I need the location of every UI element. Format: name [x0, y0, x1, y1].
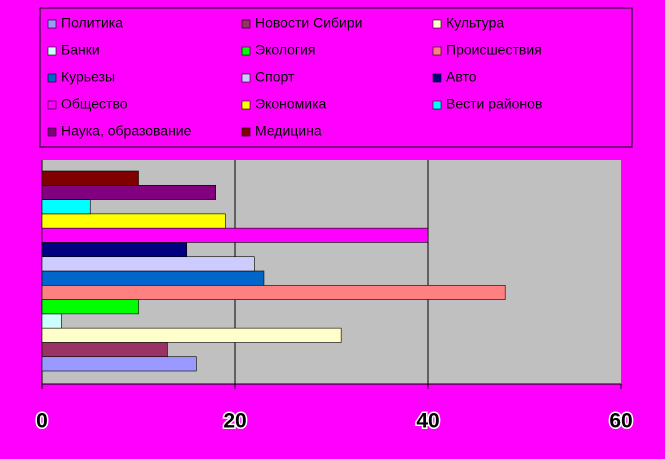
legend-swatch [241, 73, 251, 83]
x-tick-label: 40 [416, 410, 439, 433]
legend-swatch [432, 100, 442, 110]
x-tick-label: 0 [36, 410, 48, 433]
legend-label: Экономика [255, 96, 327, 112]
bar [41, 327, 342, 343]
legend-swatch [432, 19, 442, 29]
legend-label: Экология [255, 42, 315, 58]
legend-box [39, 7, 633, 148]
legend-swatch [47, 46, 57, 56]
legend-swatch [241, 19, 251, 29]
bar [41, 242, 188, 258]
bar [41, 313, 62, 329]
legend-label: Вести районов [446, 96, 542, 112]
legend-swatch [241, 100, 251, 110]
legend-label: Происшествия [446, 42, 542, 58]
bar [41, 284, 506, 300]
x-tick-label: 60 [609, 410, 632, 433]
x-tick-label: 20 [223, 410, 246, 433]
bar [41, 227, 429, 243]
legend-label: Авто [446, 69, 477, 85]
bar [41, 270, 265, 286]
legend-swatch [47, 127, 57, 137]
legend-swatch [47, 19, 57, 29]
legend-swatch [241, 127, 251, 137]
legend-label: Новости Сибири [255, 15, 362, 31]
legend-label: Наука, образование [61, 123, 192, 139]
legend-label: Политика [61, 15, 123, 31]
bar [41, 199, 91, 215]
bar [41, 342, 168, 358]
legend-swatch [432, 46, 442, 56]
legend-swatch [432, 73, 442, 83]
legend-swatch [47, 73, 57, 83]
bar [41, 170, 139, 186]
bar [41, 299, 139, 315]
bar [41, 184, 216, 200]
legend-swatch [241, 46, 251, 56]
legend-label: Спорт [255, 69, 295, 85]
bar [41, 356, 197, 372]
legend-swatch [47, 100, 57, 110]
bar [41, 256, 255, 272]
legend-label: Курьезы [61, 69, 115, 85]
bar [41, 213, 226, 229]
legend-label: Общество [61, 96, 128, 112]
legend-label: Культура [446, 15, 504, 31]
legend-label: Банки [61, 42, 100, 58]
legend-label: Медицина [255, 123, 322, 139]
